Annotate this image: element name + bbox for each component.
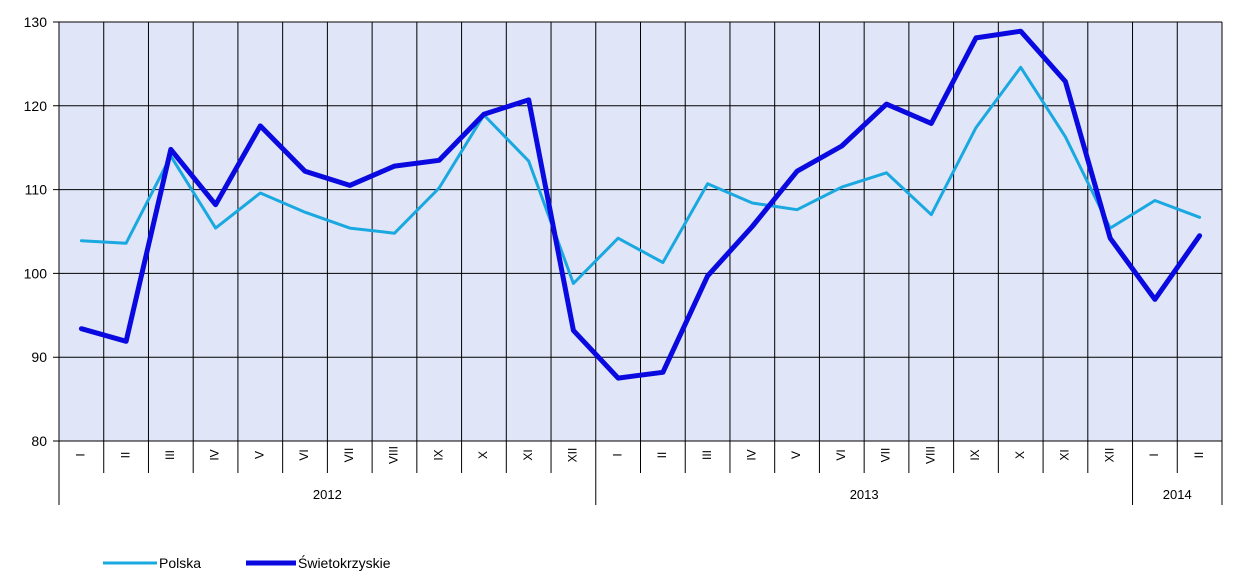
x-year-label-2014: 2014: [1163, 487, 1192, 502]
y-tick-label-130: 130: [24, 14, 48, 30]
legend-label: Świetokrzyskie: [298, 554, 391, 571]
x-tick-label-month: I: [74, 453, 88, 456]
x-tick-label-month: I: [1147, 453, 1161, 456]
series-line-polska: [79, 65, 1202, 285]
x-tick-label-month: VII: [342, 448, 356, 463]
y-tick-label-90: 90: [31, 349, 47, 365]
x-tick-label-month: VI: [834, 449, 848, 460]
x-tick-label-month: VIII: [923, 446, 937, 464]
x-tick-label-month: VII: [879, 448, 893, 463]
x-tick-label-month: II: [655, 452, 669, 459]
x-tick-label-month: X: [476, 451, 490, 459]
x-tick-label-month: IX: [968, 449, 982, 460]
x-tick-label-month: IX: [431, 449, 445, 460]
x-tick-label-month: XII: [566, 448, 580, 463]
x-tick-label-month: III: [163, 450, 177, 460]
x-tick-label-month: II: [1192, 452, 1206, 459]
x-tick-label-month: V: [252, 451, 266, 459]
x-tick-label-month: IV: [208, 449, 222, 460]
x-year-label-2013: 2013: [850, 487, 879, 502]
legend-label: Polska: [159, 555, 201, 571]
x-tick-label-month: I: [610, 453, 624, 456]
x-tick-label-month: XI: [521, 449, 535, 460]
x-year-label-2012: 2012: [313, 487, 342, 502]
x-tick-label-month: XI: [1058, 449, 1072, 460]
y-tick-label-110: 110: [25, 182, 48, 198]
x-tick-label-month: IV: [744, 449, 758, 460]
x-tick-label-month: V: [789, 451, 803, 459]
legend-item: Polska: [103, 555, 201, 571]
y-tick-label-120: 120: [24, 98, 48, 114]
series-line-swietokrzyskie: [78, 28, 1203, 381]
x-tick-label-month: X: [1013, 451, 1027, 459]
x-tick-label-month: VI: [297, 449, 311, 460]
y-tick-label-100: 100: [24, 265, 48, 281]
x-tick-label-month: III: [700, 450, 714, 460]
x-tick-label-month: VIII: [387, 446, 401, 464]
x-tick-label-month: II: [118, 452, 132, 459]
x-tick-label-month: XII: [1102, 448, 1116, 463]
legend-item: Świetokrzyskie: [246, 554, 391, 571]
y-tick-label-80: 80: [31, 433, 47, 449]
